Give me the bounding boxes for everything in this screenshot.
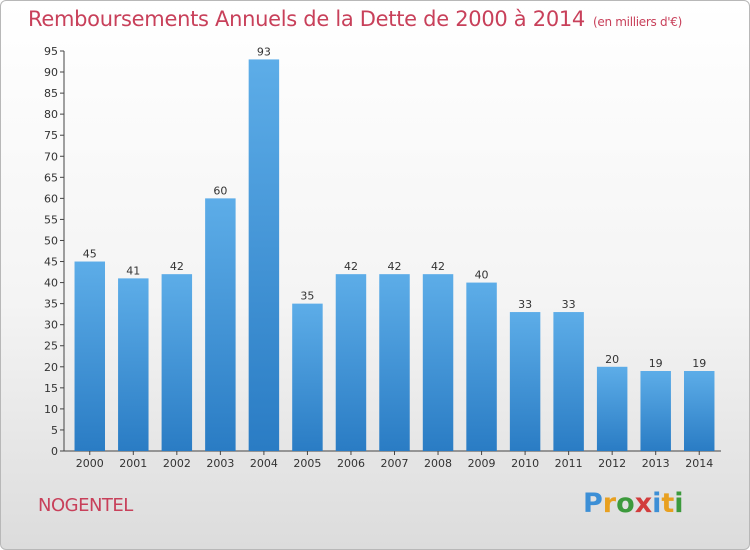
- y-tick-label: 95: [44, 45, 58, 58]
- x-tick-label: 2004: [250, 457, 278, 470]
- bar-value-label: 41: [126, 264, 140, 277]
- chart-unit-note: (en milliers d'€): [593, 15, 683, 29]
- chart-title-text: Remboursements Annuels de la Dette de 20…: [28, 7, 585, 31]
- logo-letter: P: [583, 488, 603, 519]
- bar-value-label: 19: [692, 357, 706, 370]
- chart-title: Remboursements Annuels de la Dette de 20…: [28, 7, 682, 31]
- bar: [640, 371, 671, 451]
- x-tick-label: 2014: [685, 457, 713, 470]
- logo-letter: r: [602, 488, 617, 519]
- y-tick-label: 85: [44, 87, 58, 100]
- x-tick-label: 2007: [381, 457, 409, 470]
- bar-value-label: 45: [83, 248, 97, 261]
- bar-value-label: 20: [605, 353, 619, 366]
- logo-letter: t: [661, 488, 675, 519]
- bar: [161, 274, 193, 451]
- x-tick-label: 2002: [163, 457, 191, 470]
- bar-value-label: 42: [431, 260, 445, 273]
- logo-letter: i: [674, 488, 684, 519]
- x-tick-label: 2003: [206, 457, 234, 470]
- bar: [335, 274, 367, 451]
- x-tick-label: 2006: [337, 457, 365, 470]
- bar: [553, 312, 584, 451]
- bar: [683, 371, 715, 451]
- x-tick-label: 2009: [468, 457, 496, 470]
- y-tick-label: 80: [44, 108, 58, 121]
- bar-value-label: 60: [213, 184, 227, 197]
- chart-axes: 0 5 10 15 20 25 30 35 40 45 50 55 60 65 70 75 80 85 90 95 20…: [44, 45, 721, 470]
- bar-value-label: 33: [562, 298, 576, 311]
- x-tick-label: 2013: [642, 457, 670, 470]
- x-tick-label: 2012: [598, 457, 626, 470]
- y-tick-label: 90: [44, 66, 58, 79]
- y-tick-label: 60: [44, 192, 58, 205]
- bar: [422, 274, 454, 451]
- bar-value-label: 42: [344, 260, 358, 273]
- commune-name: NOGENTEL: [38, 495, 133, 516]
- bar-value-label: 33: [518, 298, 532, 311]
- y-tick-label: 55: [44, 213, 58, 226]
- bar: [596, 366, 628, 451]
- logo-letter: x: [634, 488, 653, 519]
- bar: [118, 278, 149, 451]
- x-tick-label: 2010: [511, 457, 539, 470]
- bar: [509, 312, 541, 451]
- y-tick-label: 10: [44, 403, 58, 416]
- y-tick-label: 75: [44, 129, 58, 142]
- logo-letter: i: [652, 488, 662, 519]
- y-tick-label: 70: [44, 150, 58, 163]
- y-tick-label: 15: [44, 382, 58, 395]
- bar-value-label: 19: [649, 357, 663, 370]
- y-tick-label: 45: [44, 256, 58, 269]
- bar-value-label: 40: [475, 269, 489, 282]
- y-tick-label: 30: [44, 319, 58, 332]
- chart-bars: 45 41 42 60 93 35 42 42 42 40 33 33 20 19 19: [74, 45, 715, 451]
- x-tick-label: 2011: [555, 457, 583, 470]
- bar: [248, 59, 280, 451]
- y-tick-label: 25: [44, 340, 58, 353]
- y-tick-label: 35: [44, 298, 58, 311]
- y-tick-label: 65: [44, 171, 58, 184]
- y-tick-label: 20: [44, 361, 58, 374]
- x-tick-label: 2008: [424, 457, 452, 470]
- logo-letter: o: [616, 488, 635, 519]
- x-tick-label: 2001: [119, 457, 147, 470]
- bar: [74, 261, 106, 451]
- bar-value-label: 42: [170, 260, 184, 273]
- bar: [205, 198, 236, 451]
- bar-value-label: 35: [300, 290, 314, 303]
- x-tick-label: 2000: [76, 457, 104, 470]
- x-tick-label: 2005: [293, 457, 321, 470]
- bar: [466, 282, 497, 451]
- bar: [292, 303, 323, 451]
- y-tick-label: 0: [51, 445, 58, 458]
- y-tick-label: 40: [44, 277, 58, 290]
- bar-value-label: 93: [257, 45, 271, 58]
- y-tick-label: 5: [51, 424, 58, 437]
- proxiti-logo: Proxiti: [583, 488, 684, 519]
- y-tick-label: 50: [44, 234, 58, 247]
- bar-value-label: 42: [388, 260, 402, 273]
- bar: [379, 274, 410, 451]
